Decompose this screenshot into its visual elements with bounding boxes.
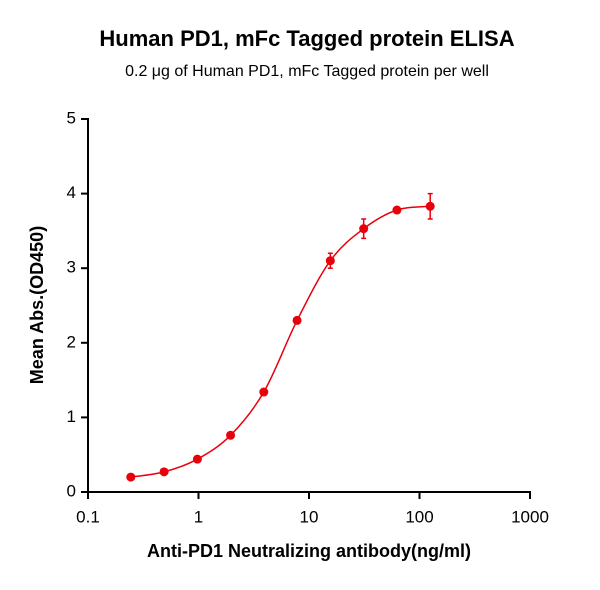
data-point — [259, 387, 269, 397]
x-tick-label: 10 — [300, 507, 319, 526]
data-point — [359, 224, 369, 234]
y-tick-label: 2 — [67, 332, 76, 351]
data-point — [325, 256, 335, 266]
y-tick-label: 5 — [67, 108, 76, 127]
chart-subtitle: 0.2 μg of Human PD1, mFc Tagged protein … — [125, 63, 489, 80]
x-tick-label: 1 — [194, 507, 203, 526]
y-tick-label: 1 — [67, 407, 76, 426]
data-point — [126, 472, 136, 482]
x-tick-label: 100 — [405, 507, 433, 526]
y-axis-label: Mean Abs.(OD450) — [27, 226, 47, 384]
data-point — [392, 205, 402, 215]
data-point — [192, 454, 202, 464]
y-tick-label: 4 — [67, 183, 76, 202]
data-point — [425, 201, 435, 211]
data-point — [226, 430, 236, 440]
x-tick-label: 0.1 — [76, 507, 100, 526]
data-point — [159, 467, 169, 477]
chart-title: Human PD1, mFc Tagged protein ELISA — [99, 26, 514, 51]
data-point — [292, 315, 302, 325]
x-tick-label: 1000 — [511, 507, 549, 526]
x-axis-label: Anti-PD1 Neutralizing antibody(ng/ml) — [147, 541, 471, 561]
fit-curve — [130, 205, 431, 478]
y-tick-label: 0 — [67, 481, 76, 500]
y-tick-label: 3 — [67, 258, 76, 277]
